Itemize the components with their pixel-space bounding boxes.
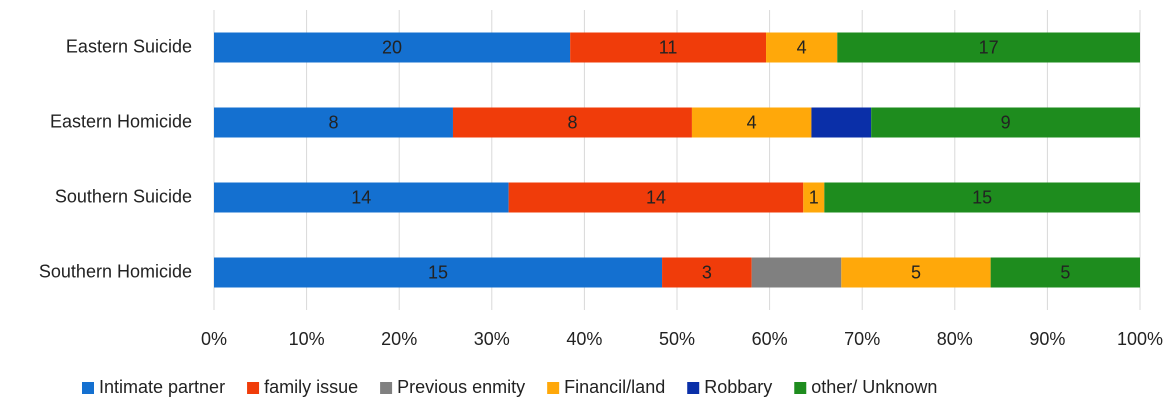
data-label: 8 (328, 112, 338, 132)
legend-label: family issue (264, 377, 358, 397)
data-label: 3 (702, 262, 712, 282)
legend-label: Robbary (704, 377, 772, 397)
x-tick-label: 80% (937, 329, 973, 349)
bar-segment (508, 182, 804, 213)
data-label: 15 (972, 187, 992, 207)
y-tick-label: Southern Suicide (55, 186, 192, 206)
bar-segment (214, 32, 571, 63)
legend-swatch (687, 382, 700, 394)
legend-swatch (82, 382, 94, 394)
data-label: 5 (1060, 262, 1070, 282)
bar-segment (662, 257, 752, 288)
legend-label: Previous enmity (397, 377, 525, 397)
legend-label: Intimate partner (99, 377, 225, 397)
y-tick-label: Eastern Suicide (66, 36, 192, 56)
bar-segment (214, 257, 663, 288)
bar-segment (214, 182, 509, 213)
x-tick-label: 30% (474, 329, 510, 349)
x-tick-label: 70% (844, 329, 880, 349)
x-tick-label: 60% (752, 329, 788, 349)
bar-segment (837, 32, 1140, 63)
data-label: 14 (351, 187, 371, 207)
data-label: 14 (646, 187, 666, 207)
bar-segment (841, 257, 991, 288)
data-label: 15 (428, 262, 448, 282)
x-tick-label: 100% (1117, 329, 1163, 349)
x-tick-label: 90% (1029, 329, 1065, 349)
y-tick-label: Southern Homicide (39, 261, 192, 281)
bar-segment (766, 32, 838, 63)
x-tick-label: 40% (566, 329, 602, 349)
legend-swatch (794, 382, 807, 394)
bar-segment (570, 32, 767, 63)
bar-segment (811, 107, 872, 138)
data-label: 4 (747, 112, 757, 132)
legend-swatch (247, 382, 260, 394)
data-label: 20 (382, 37, 402, 57)
legend-swatch (380, 382, 393, 394)
data-label: 17 (979, 37, 999, 57)
bar-segment (452, 107, 692, 138)
bar-segment (803, 182, 825, 213)
x-tick-label: 0% (201, 329, 227, 349)
data-label: 5 (911, 262, 921, 282)
data-label: 8 (567, 112, 577, 132)
bar-segment (751, 257, 842, 288)
data-label: 4 (797, 37, 807, 57)
x-tick-label: 50% (659, 329, 695, 349)
legend-label: Financil/land (564, 377, 665, 397)
data-label: 11 (659, 37, 678, 57)
x-tick-label: 10% (289, 329, 325, 349)
bar-segment (990, 257, 1140, 288)
bar-segment (214, 107, 453, 138)
bar-segment (871, 107, 1140, 138)
data-label: 9 (1001, 112, 1011, 132)
bar-segment (824, 182, 1140, 213)
x-tick-label: 20% (381, 329, 417, 349)
data-label: 1 (809, 187, 819, 207)
legend-swatch (547, 382, 560, 394)
bar-segment (691, 107, 812, 138)
y-tick-label: Eastern Homicide (50, 111, 192, 131)
legend-label: other/ Unknown (811, 377, 937, 397)
